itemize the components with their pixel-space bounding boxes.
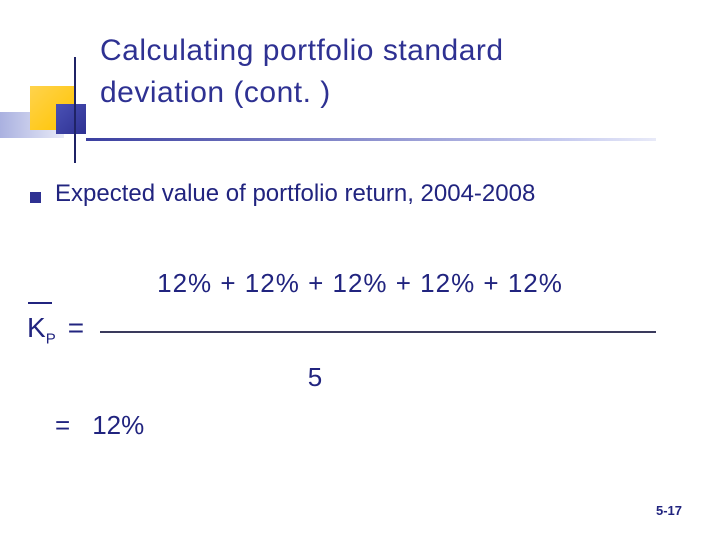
result-value: 12% bbox=[92, 410, 145, 440]
slide-title: Calculating portfolio standard deviation… bbox=[100, 30, 680, 114]
k-overbar bbox=[28, 302, 52, 304]
k-term: KP = bbox=[27, 312, 84, 348]
page-number: 5-17 bbox=[655, 503, 682, 518]
bullet-text: Expected value of portfolio return, 2004… bbox=[55, 180, 536, 207]
title-underline bbox=[86, 138, 656, 141]
equals-sign: = bbox=[67, 312, 85, 343]
bullet-marker bbox=[30, 192, 41, 203]
decorative-blue-square bbox=[56, 104, 86, 134]
fraction-numerator: 12% + 12% + 12% + 12% + 12% bbox=[157, 268, 563, 298]
slide-title-line2: deviation (cont. ) bbox=[100, 76, 331, 109]
k-symbol: K bbox=[27, 312, 46, 343]
fraction-bar bbox=[100, 331, 656, 333]
formula-result: = 12% bbox=[55, 410, 144, 441]
k-subscript: P bbox=[45, 330, 56, 348]
fraction-denominator: 5 bbox=[307, 362, 323, 392]
result-equals-sign: = bbox=[55, 410, 71, 440]
slide-title-line1: Calculating portfolio standard bbox=[100, 34, 504, 67]
decorative-vertical-line bbox=[74, 57, 76, 163]
